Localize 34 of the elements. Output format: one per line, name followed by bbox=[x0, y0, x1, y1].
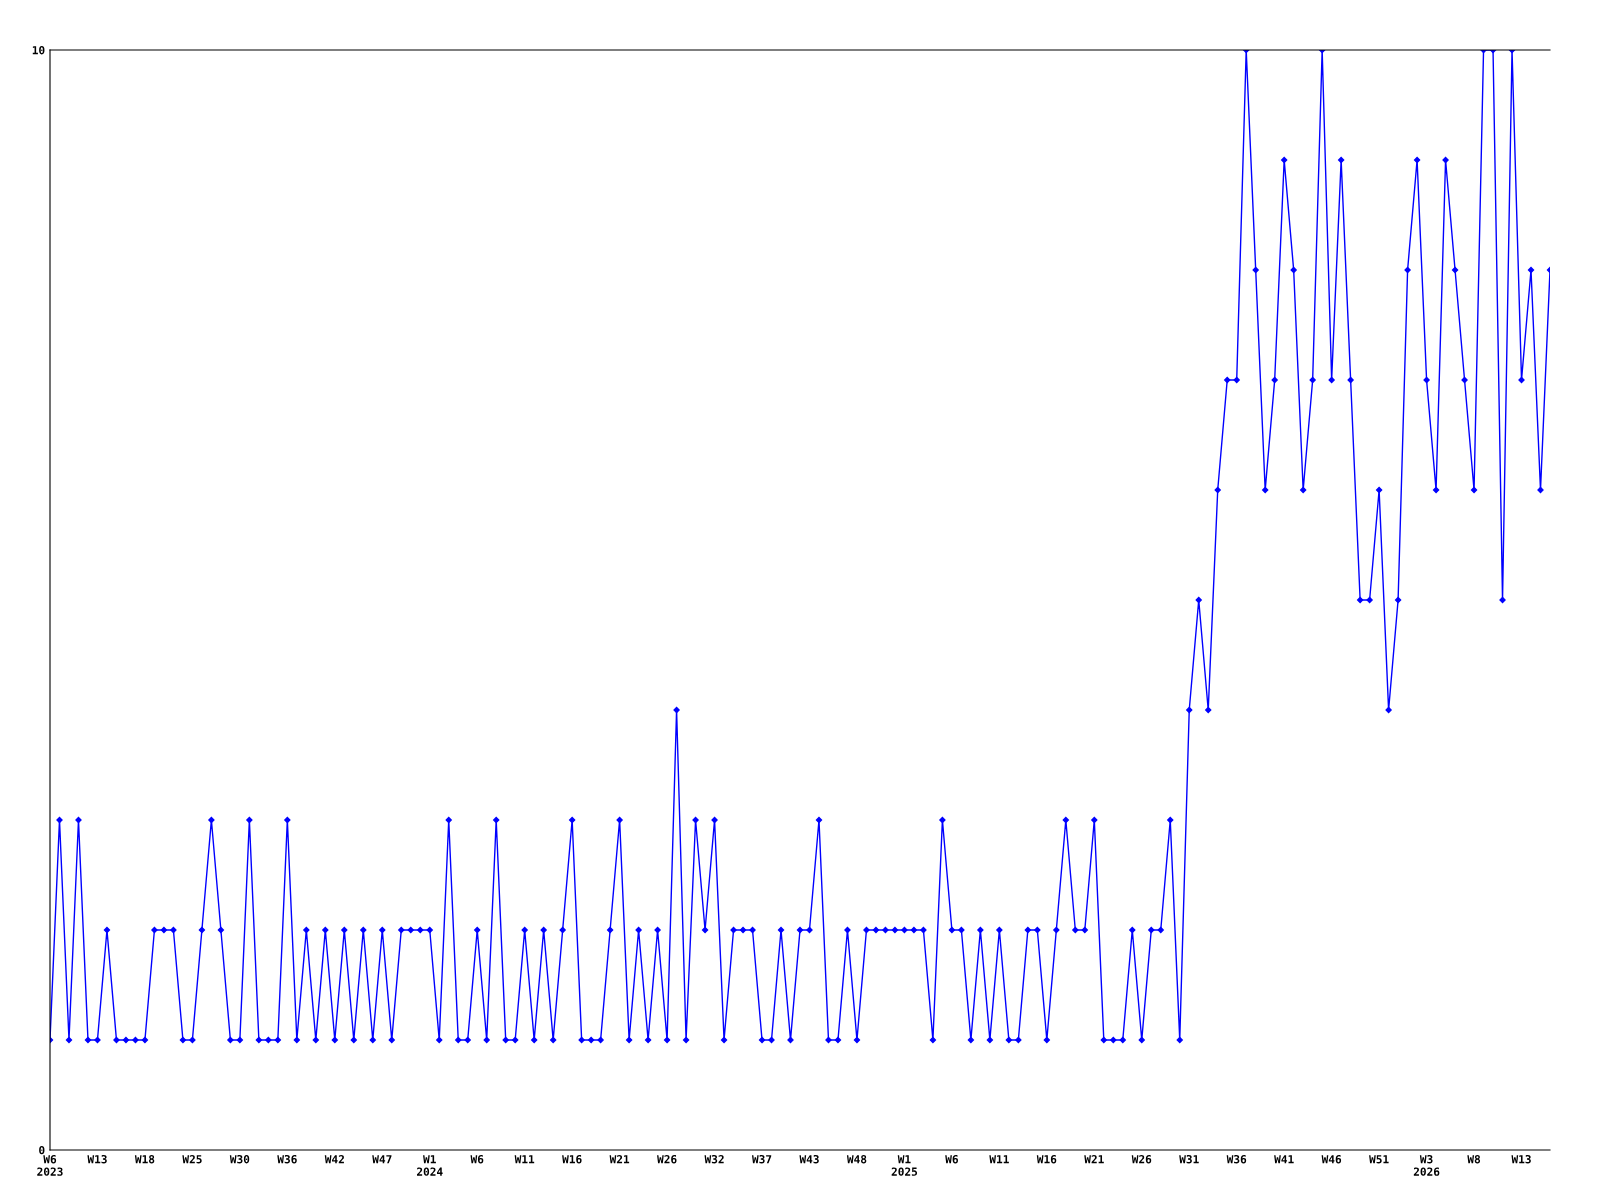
x-tick-label: W6 2023 bbox=[37, 1155, 63, 1176]
x-tick-label: W1 2024 bbox=[416, 1155, 443, 1176]
x-tick-label: W25 bbox=[182, 1155, 202, 1164]
x-tick-label: W51 bbox=[1369, 1155, 1389, 1164]
x-tick-label: W41 bbox=[1274, 1155, 1294, 1164]
x-tick-label: W47 bbox=[372, 1155, 392, 1164]
y-tick-label: 0 bbox=[39, 1145, 45, 1155]
x-tick-label: W32 bbox=[704, 1155, 724, 1164]
x-tick-label: W13 bbox=[87, 1155, 107, 1164]
x-tick-label: W11 bbox=[514, 1155, 535, 1164]
x-tick-label: W48 bbox=[846, 1155, 867, 1164]
x-tick-label: W8 bbox=[1467, 1155, 1481, 1164]
x-tick-label: W16 bbox=[1036, 1155, 1057, 1164]
x-tick-label: W42 bbox=[324, 1155, 344, 1164]
x-tick-label: W21 bbox=[1084, 1155, 1104, 1164]
x-tick-label: W26 bbox=[1131, 1155, 1152, 1164]
x-tick-label: W36 bbox=[277, 1155, 297, 1164]
x-tick-label: W1 2025 bbox=[891, 1155, 918, 1176]
x-tick-label: W36 bbox=[1226, 1155, 1247, 1164]
x-tick-label: W37 bbox=[751, 1155, 772, 1164]
x-tick-label: W30 bbox=[229, 1155, 250, 1164]
x-tick-label: W43 bbox=[799, 1155, 819, 1164]
x-tick-label: W16 bbox=[562, 1155, 582, 1164]
y-tick-label: 10 bbox=[32, 46, 45, 55]
x-tick-label: W13 bbox=[1511, 1155, 1531, 1164]
x-tick-label: W18 bbox=[134, 1155, 155, 1164]
x-tick-label: W11 bbox=[989, 1155, 1009, 1164]
x-tick-label: W21 bbox=[609, 1155, 630, 1164]
x-tick-label: W31 bbox=[1179, 1155, 1199, 1164]
x-tick-label: W46 bbox=[1321, 1155, 1342, 1164]
x-tick-label: W3 2026 bbox=[1413, 1155, 1440, 1176]
x-tick-label: W6 bbox=[470, 1155, 484, 1164]
x-tick-label: W6 bbox=[945, 1155, 958, 1164]
x-tick-label: W26 bbox=[657, 1155, 677, 1164]
